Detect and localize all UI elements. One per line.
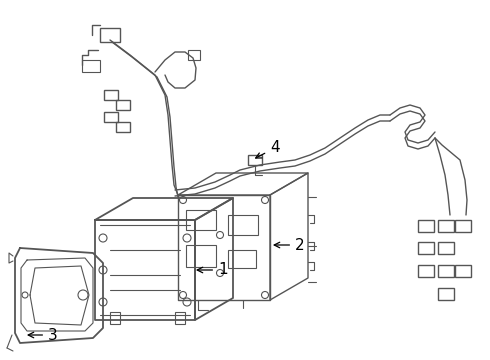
Text: 4: 4 [256,140,280,158]
Bar [186,245,216,267]
Bar [82,60,100,72]
Bar [418,265,434,277]
Bar [418,242,434,254]
Bar [186,210,216,230]
Bar [116,100,130,110]
Bar [248,155,262,165]
Bar [110,312,120,324]
Text: 3: 3 [28,328,58,342]
Bar [438,288,454,300]
Bar [104,90,118,100]
Bar [455,220,471,232]
Bar [455,265,471,277]
Bar [188,50,200,60]
Bar [438,220,454,232]
Bar [104,112,118,122]
Bar [116,122,130,132]
Bar [228,250,256,268]
Bar [438,265,454,277]
Bar [175,312,185,324]
Bar [418,220,434,232]
Text: 1: 1 [197,262,228,278]
Bar [100,28,120,42]
Text: 2: 2 [274,238,305,252]
Bar [228,215,258,235]
Bar [438,242,454,254]
